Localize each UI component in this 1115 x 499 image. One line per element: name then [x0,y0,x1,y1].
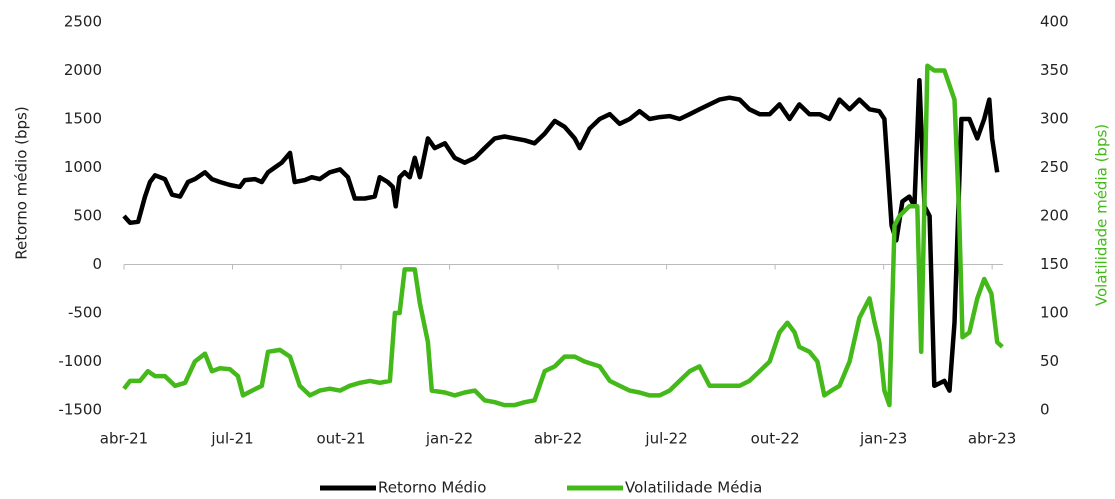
y-axis-label: Retorno médio (bps) [13,106,31,259]
y-tick-label: 0 [92,255,102,273]
y-tick-label: -1000 [58,352,102,370]
y2-tick-label: 0 [1040,401,1050,419]
x-tick-label: jul-22 [644,430,687,448]
y-tick-label: 500 [73,207,102,225]
y2-tick-label: 250 [1040,158,1069,176]
x-tick-label: abr-23 [968,430,1016,448]
x-tick-label: abr-21 [100,430,148,448]
y2-tick-label: 300 [1040,110,1069,128]
y2-tick-label: 350 [1040,61,1069,79]
y2-tick-label: 100 [1040,304,1069,322]
y2-axis-label: Volatilidade média (bps) [1093,124,1111,306]
legend-label: Retorno Médio [378,479,486,497]
x-tick-label: abr-22 [534,430,582,448]
series-line [122,77,1000,393]
x-tick-label: out-21 [316,430,365,448]
x-tick-label: out-22 [751,430,800,448]
legend-label: Volatilidade Média [625,479,762,497]
y-tick-label: 1500 [64,110,102,128]
x-tick-label: jan-22 [425,430,473,448]
y2-tick-label: 400 [1040,13,1069,31]
y2-tick-label: 150 [1040,255,1069,273]
x-tick-label: jan-23 [859,430,907,448]
y-tick-label: -1500 [58,401,102,419]
series-line [122,63,1004,408]
y-tick-label: 1000 [64,158,102,176]
x-tick-label: jul-21 [210,430,253,448]
y2-tick-label: 50 [1040,352,1059,370]
y-tick-label: 2500 [64,13,102,31]
y2-tick-label: 200 [1040,207,1069,225]
y-tick-label: 2000 [64,61,102,79]
y-tick-label: -500 [68,304,102,322]
